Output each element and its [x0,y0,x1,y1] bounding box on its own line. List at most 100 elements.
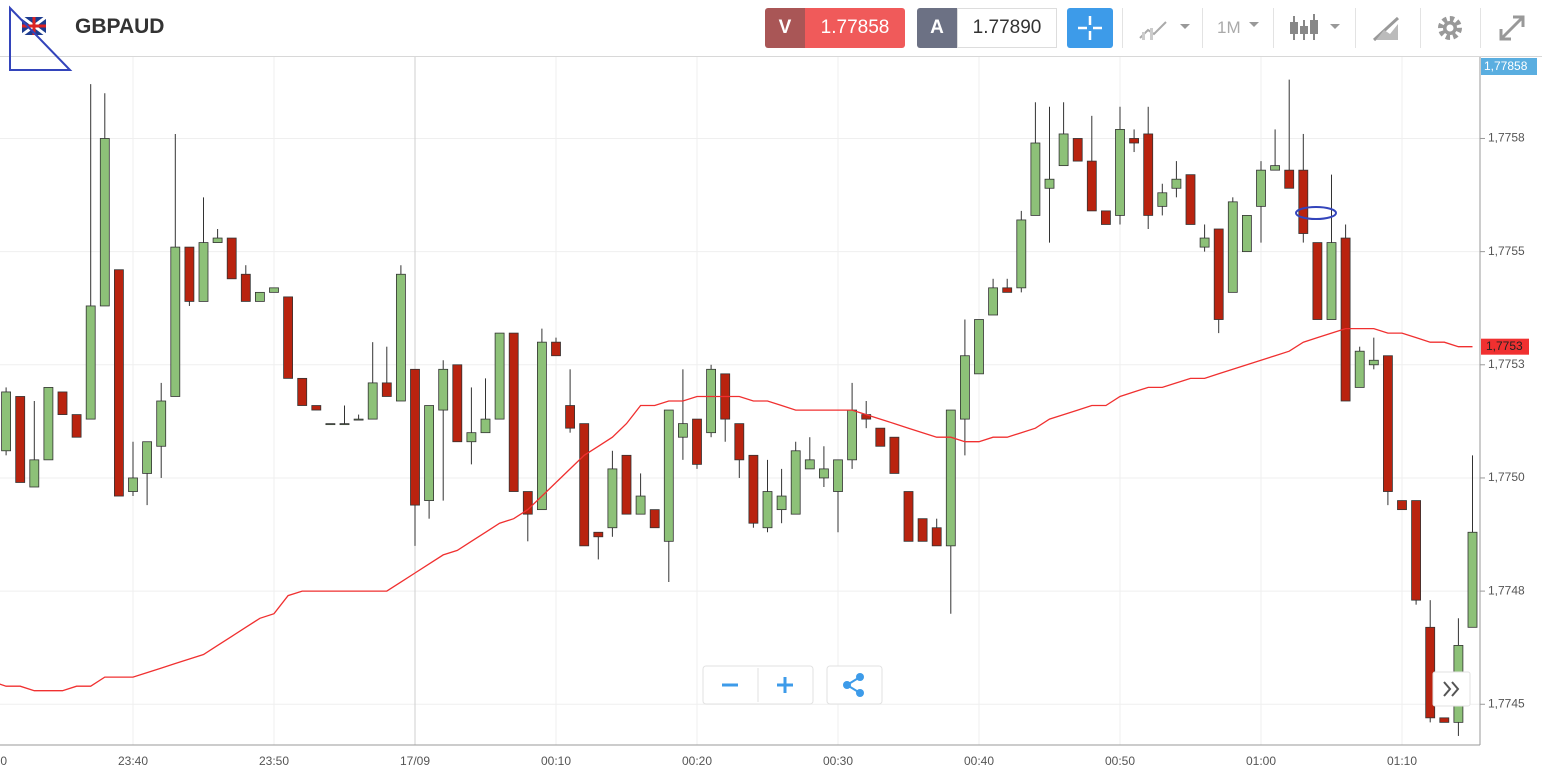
zoom-controls [702,665,1471,707]
candle-body [974,319,984,375]
candle-body [1256,169,1266,207]
scroll-end-button[interactable] [1432,671,1471,707]
candle-body [353,418,364,421]
candle-body [593,531,604,538]
candle-body [522,491,533,515]
candle-body [1411,500,1421,601]
selection-marker [9,5,73,71]
candle-body [85,305,96,420]
candle-body [1129,138,1139,144]
candle-body [43,387,54,461]
candle-body [988,287,998,316]
timeframe-button[interactable]: 1M [1217,18,1241,37]
x-tick-label: 01:00 [1246,754,1276,768]
candle-body [649,509,660,529]
candle-body [142,441,153,474]
candle-body [480,418,491,434]
candle-body [692,418,702,465]
candle-body [15,396,26,483]
candle-body [635,495,646,515]
candle-body [438,368,449,411]
candle-body [198,242,209,302]
candle-body [184,246,195,302]
candle-body [790,450,801,515]
candle-body [1340,237,1351,402]
x-tick-label: 00:20 [682,754,712,768]
candle-body [311,405,322,411]
candle-body [903,491,914,542]
candle-body [170,246,181,397]
y-tick-label: 1,7758 [1488,131,1525,145]
candle-body [945,409,956,547]
share-icon [843,673,864,697]
sell-price[interactable]: 1.77858 [805,8,905,48]
flag-icon [22,17,46,35]
candle-body [410,368,420,506]
x-tick-label: 23:40 [118,754,148,768]
buy-label[interactable]: A [917,8,957,48]
candle-body [1213,228,1224,320]
candle-body [804,459,815,470]
candle-body [1298,169,1309,234]
candle-body [395,273,406,402]
sell-label[interactable]: V [765,8,805,48]
fullscreen-button[interactable] [1497,13,1527,43]
candle-body [1185,174,1196,225]
candle-body [663,409,674,542]
y-tick-label: 1,7748 [1488,583,1525,597]
candle-body [128,477,138,492]
candle-body [240,273,251,302]
settings-button[interactable] [1436,14,1464,42]
price-tag [1481,58,1537,75]
candle-body [1157,192,1168,207]
candle-body [1044,178,1055,189]
candle-body [960,355,970,420]
plot-area [0,79,1478,736]
candle-body [678,423,688,438]
candle-body [71,414,82,438]
candle-body [875,427,886,447]
y-tick-label: 1,7745 [1488,696,1525,710]
timeframe-caret [1249,22,1259,27]
candle-body [607,468,618,529]
candle-body [1439,717,1450,723]
candle-body [1,391,11,452]
candle-body [1115,129,1125,216]
candle-body [551,341,561,357]
crosshair-button[interactable] [1067,8,1113,48]
candle-body [1284,169,1295,189]
candle-body [508,332,519,492]
chart-style-button[interactable] [1138,14,1194,42]
ma-tag [1481,338,1529,355]
x-tick-label: 00:30 [823,754,853,768]
share-box[interactable] [826,665,883,705]
draw-button[interactable] [1372,14,1402,42]
x-tick-label: 00:50 [1105,754,1135,768]
candle-body [565,405,575,429]
candle-body [1242,215,1252,253]
buy-price[interactable]: 1.77890 [957,8,1057,48]
zoom-in[interactable] [777,677,793,693]
moving-average [0,327,1473,692]
candle-body [579,423,590,547]
x-tick-label: 00:10 [541,754,571,768]
candle-body [381,382,392,397]
y-tick-label: 1,7750 [1488,470,1525,484]
candle-body [99,138,110,307]
highlight-marker [1295,206,1337,220]
candle-body [917,518,928,542]
candle-body [1199,237,1210,248]
grid [0,57,1480,745]
price-tag-label: 1,77858 [1484,59,1528,73]
candle-body [1312,242,1323,320]
candle-body [1002,287,1013,293]
candle-body [466,432,477,443]
x-tick-label: 00:40 [964,754,994,768]
candle-body [1326,242,1337,320]
candle-body [339,423,350,426]
candle-body [1143,133,1154,216]
candle-body [1227,201,1238,293]
candle-body [1270,165,1280,171]
x-tick-label: 23:30 [0,754,7,768]
candle-type-button[interactable] [1288,12,1344,44]
